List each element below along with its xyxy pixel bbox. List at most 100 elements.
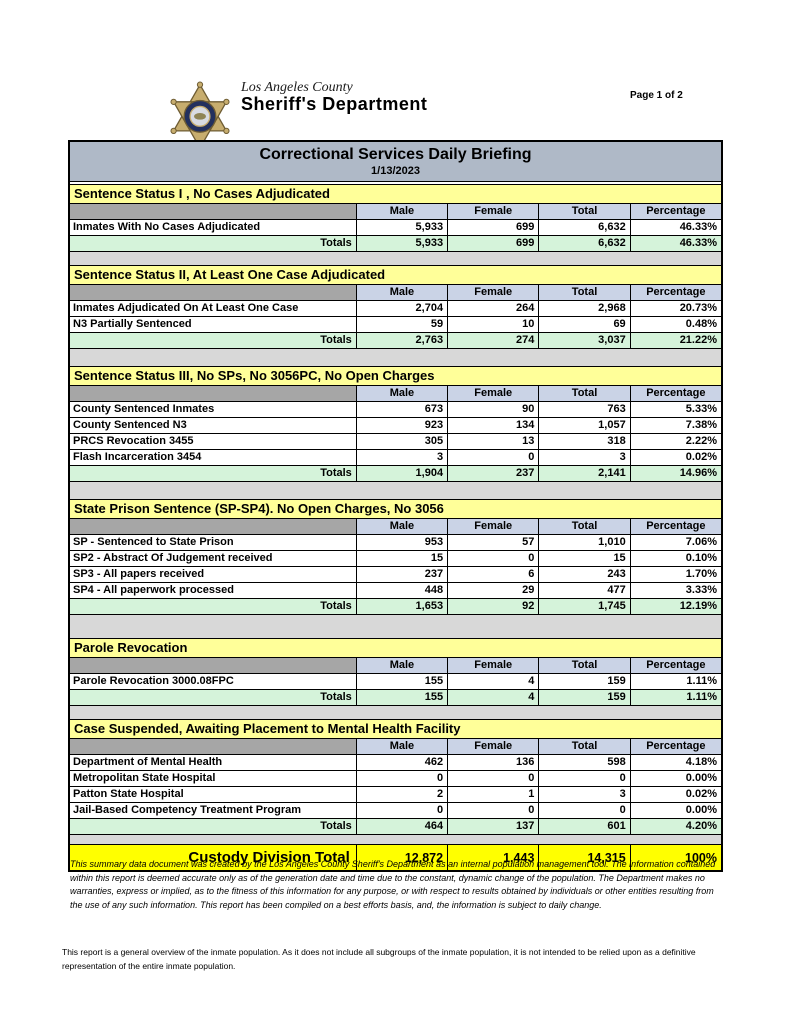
sheriff-star-badge-icon xyxy=(170,81,230,155)
section: Case Suspended, Awaiting Placement to Me… xyxy=(70,720,721,835)
report-sections: Sentence Status I , No Cases Adjudicated… xyxy=(70,185,721,845)
section: Parole Revocation Male Female Total Percenta… xyxy=(70,639,721,706)
totals-label: Totals xyxy=(320,600,352,612)
row-value: 15 xyxy=(355,551,448,566)
column-header: Percentage xyxy=(629,739,721,754)
brand-department: Sheriff's Department xyxy=(241,94,428,114)
column-header-row: Male Female Total Percentage xyxy=(70,386,721,402)
table-row: Inmates Adjudicated On At Least One Case… xyxy=(70,301,721,317)
table-row: County Sentenced N3 923 134 1,057 7.38% xyxy=(70,418,721,434)
row-label: Inmates With No Cases Adjudicated xyxy=(70,220,356,235)
row-label: Flash Incarceration 3454 xyxy=(70,450,356,465)
row-value: 448 xyxy=(355,583,448,598)
row-value: 155 xyxy=(355,674,448,689)
custody-total-percentage: 100% xyxy=(629,845,721,870)
totals-value: 21.22% xyxy=(629,333,721,348)
section-spacer xyxy=(70,252,721,266)
row-value: 0.10% xyxy=(629,551,721,566)
totals-value: 601 xyxy=(538,819,629,834)
row-value: 318 xyxy=(538,434,630,449)
section-title: State Prison Sentence (SP-SP4). No Open … xyxy=(70,500,721,519)
column-header: Male xyxy=(355,519,448,534)
row-value: 69 xyxy=(538,317,630,332)
totals-value: 699 xyxy=(447,236,538,251)
totals-value: 237 xyxy=(447,466,538,481)
totals-value: 1,653 xyxy=(355,599,447,614)
column-header-spacer xyxy=(70,204,356,219)
row-value: 90 xyxy=(447,402,539,417)
row-value: 2.22% xyxy=(629,434,721,449)
column-header: Female xyxy=(447,519,539,534)
column-header: Female xyxy=(447,285,539,300)
row-value: 477 xyxy=(538,583,630,598)
table-row: Parole Revocation 3000.08FPC 155 4 159 1.11% xyxy=(70,674,721,690)
row-label: Patton State Hospital xyxy=(70,787,356,802)
totals-row: Totals 5,933 699 6,632 46.33% xyxy=(70,236,721,252)
row-value: 462 xyxy=(355,755,448,770)
row-value: 2,704 xyxy=(355,301,448,316)
section: Sentence Status I , No Cases Adjudicated… xyxy=(70,185,721,252)
column-header-spacer xyxy=(70,285,356,300)
totals-value: 155 xyxy=(355,690,447,705)
column-header: Percentage xyxy=(629,658,721,673)
section-spacer xyxy=(70,615,721,639)
row-label: SP3 - All papers received xyxy=(70,567,356,582)
column-header-row: Male Female Total Percentage xyxy=(70,658,721,674)
custody-total-label: Custody Division Total xyxy=(188,849,350,866)
totals-value: 3,037 xyxy=(538,333,629,348)
report-date: 1/13/2023 xyxy=(371,165,420,177)
row-label: Metropolitan State Hospital xyxy=(70,771,356,786)
footnote-paragraph: This report is a general overview of the… xyxy=(62,947,696,971)
row-value: 7.38% xyxy=(629,418,721,433)
totals-value: 464 xyxy=(355,819,447,834)
row-value: 243 xyxy=(538,567,630,582)
column-header-row: Male Female Total Percentage xyxy=(70,285,721,301)
row-label: Department of Mental Health xyxy=(70,755,356,770)
row-value: 4 xyxy=(447,674,539,689)
row-value: 673 xyxy=(355,402,448,417)
daily-briefing-report: Correctional Services Daily Briefing 1/1… xyxy=(68,140,723,872)
table-row: Flash Incarceration 3454 3 0 3 0.02% xyxy=(70,450,721,466)
row-value: 1.11% xyxy=(629,674,721,689)
totals-label: Totals xyxy=(320,334,352,346)
report-title: Correctional Services Daily Briefing xyxy=(259,146,532,163)
column-header: Percentage xyxy=(629,519,721,534)
totals-value: 5,933 xyxy=(355,236,447,251)
column-header: Total xyxy=(538,204,630,219)
totals-row: Totals 155 4 159 1.11% xyxy=(70,690,721,706)
section-title: Sentence Status II, At Least One Case Ad… xyxy=(70,266,721,285)
column-header-row: Male Female Total Percentage xyxy=(70,519,721,535)
row-value: 13 xyxy=(447,434,539,449)
table-row: County Sentenced Inmates 673 90 763 5.33% xyxy=(70,402,721,418)
row-value: 3 xyxy=(355,450,448,465)
row-value: 763 xyxy=(538,402,630,417)
table-row: SP2 - Abstract Of Judgement received 15 0 1… xyxy=(70,551,721,567)
totals-label: Totals xyxy=(320,237,352,249)
row-value: 4.18% xyxy=(629,755,721,770)
column-header-spacer xyxy=(70,658,356,673)
row-value: 5.33% xyxy=(629,402,721,417)
custody-total-female: 1,443 xyxy=(447,845,538,870)
totals-row: Totals 2,763 274 3,037 21.22% xyxy=(70,333,721,349)
disclaimer-paragraph: This summary data document was created b… xyxy=(70,859,716,910)
column-header: Total xyxy=(538,658,630,673)
row-value: 0 xyxy=(355,803,448,818)
table-row: PRCS Revocation 3455 305 13 318 2.22% xyxy=(70,434,721,450)
totals-value: 137 xyxy=(447,819,538,834)
totals-value: 1.11% xyxy=(629,690,721,705)
row-value: 264 xyxy=(447,301,539,316)
totals-row: Totals 464 137 601 4.20% xyxy=(70,819,721,835)
totals-value: 274 xyxy=(447,333,538,348)
row-label: SP - Sentenced to State Prison xyxy=(70,535,356,550)
row-value: 0 xyxy=(447,551,539,566)
totals-value: 92 xyxy=(447,599,538,614)
totals-value: 2,763 xyxy=(355,333,447,348)
page-number-label: Page 1 of 2 xyxy=(630,90,683,101)
column-header: Total xyxy=(538,285,630,300)
custody-division-total-row: Custody Division Total 12,872 1,443 14,3… xyxy=(70,845,721,870)
row-value: 1,010 xyxy=(538,535,630,550)
table-row: N3 Partially Sentenced 59 10 69 0.48% xyxy=(70,317,721,333)
table-row: SP4 - All paperwork processed 448 29 477 3.3… xyxy=(70,583,721,599)
row-value: 136 xyxy=(447,755,539,770)
totals-value: 14.96% xyxy=(629,466,721,481)
